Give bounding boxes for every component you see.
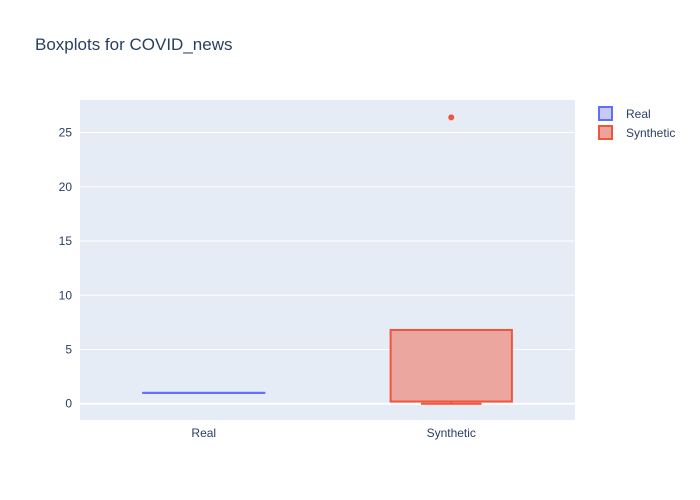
- y-tick-label: 10: [59, 288, 73, 302]
- y-tick-label: 0: [65, 397, 72, 411]
- x-tick-label: Real: [191, 426, 216, 440]
- legend-item-real[interactable]: Real: [598, 106, 651, 121]
- legend-item-synthetic[interactable]: Synthetic: [598, 125, 675, 140]
- y-tick-label: 5: [65, 342, 72, 356]
- outlier-point[interactable]: [448, 114, 455, 121]
- x-tick-label: Synthetic: [427, 426, 476, 440]
- box-layer: [142, 114, 513, 405]
- y-tick-label: 15: [59, 234, 73, 248]
- legend-swatch: [598, 125, 613, 140]
- y-tick-label: 25: [59, 126, 73, 140]
- tick-layer: 0 5 10 15 20 25 Real Synthetic: [59, 126, 476, 440]
- legend-label: Synthetic: [626, 126, 675, 140]
- y-tick-label: 20: [59, 180, 73, 194]
- legend-label: Real: [626, 107, 651, 121]
- box-synthetic[interactable]: [389, 114, 513, 405]
- box-body: [389, 328, 513, 403]
- legend[interactable]: Real Synthetic: [598, 106, 675, 140]
- legend-swatch: [598, 106, 613, 121]
- chart-title: Boxplots for COVID_news: [35, 35, 232, 54]
- grid-layer: [80, 132, 575, 405]
